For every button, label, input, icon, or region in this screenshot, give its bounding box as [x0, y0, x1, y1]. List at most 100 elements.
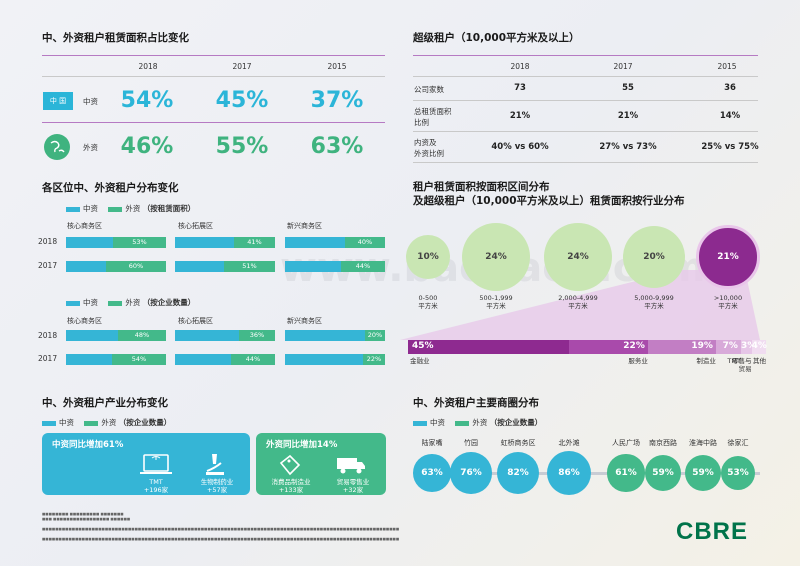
laptop-icon [138, 453, 174, 481]
share-title: 中、外资租户租赁面积占比变化 [42, 32, 189, 44]
row-label-cn: 中资 [83, 97, 98, 106]
super-cell: 40% vs 60% [491, 142, 549, 152]
area-range-label: 500-1,999 平方米 [479, 294, 513, 310]
zone-title: 各区位中、外资租户分布变化 [42, 182, 179, 194]
zone-bar-label: 54% [112, 354, 166, 365]
year-2015: 2015 [327, 62, 347, 71]
district-bubble: 61% [607, 454, 645, 492]
industry-pct: 19% [691, 341, 713, 351]
zone-bar-label: 40% [345, 237, 385, 248]
industry-pct: 3% [740, 341, 757, 351]
zone-bar-label: 53% [113, 237, 166, 248]
super-year-2015: 2015 [717, 62, 737, 71]
district-bubble: 53% [720, 455, 756, 491]
divider [42, 122, 385, 123]
area-bubble: 24% [462, 223, 530, 291]
industry-segment [569, 340, 648, 354]
industry-title: 中、外资租户产业分布变化 [42, 397, 168, 409]
share-fx-2015: 63% [310, 134, 364, 159]
industry-name: 零售与 贸易 [732, 357, 752, 373]
area-bubble: 21% [696, 225, 760, 289]
share-fx-2017: 55% [215, 134, 269, 159]
china-flag-icon: 中 国 [43, 92, 73, 110]
district-title: 中、外资租户主要商圈分布 [413, 397, 539, 409]
super-year-2018: 2018 [510, 62, 530, 71]
district-label: 人民广场 [612, 439, 640, 447]
district-bubble: 86% [547, 451, 591, 495]
fx-growth-title: 外资同比增加14% [266, 440, 338, 450]
zone-bar: 40% [285, 237, 385, 248]
cbre-logo: CBRE [676, 518, 749, 545]
zone-bar-label: 51% [224, 261, 275, 272]
footnote: ■■■■■■■■ ■■■■■■■■■ ■■■■■■■ ■■■ ■■■■■■■■■■… [42, 512, 131, 521]
footnote: ■■■■■■■■■■■■■■■■■■■■■■■■■■■■■■■■■■■■■■■■… [42, 537, 400, 541]
industry-segment [715, 340, 741, 354]
industry-segment [647, 340, 716, 354]
fx-growth-box: 外资同比增加14% 消费品制造业 +133家 贸易零售业 +32家 [256, 433, 386, 495]
divider [413, 55, 758, 56]
divider [413, 162, 758, 163]
share-cn-2017: 45% [215, 88, 269, 113]
divider [42, 55, 385, 56]
zone-bar: 51% [175, 261, 275, 272]
industry-legend: 中资 外资 （按企业数量） [42, 417, 171, 428]
zone-bar: 22% [285, 354, 385, 365]
super-row-label: 公司家数 [414, 85, 444, 94]
industry-name: 金融业 [410, 357, 430, 365]
super-cell: 36 [724, 83, 736, 93]
super-cell: 14% [719, 111, 741, 121]
industry-name: TMT [727, 357, 741, 365]
district-label: 北外滩 [558, 439, 580, 447]
area-bubble: 20% [622, 225, 686, 289]
area-dist-title: 租户租赁面积按面积区间分布 及超级租户（10,000平方米及以上）租赁面积按行业分… [413, 181, 685, 207]
area-range-label: 0-500 平方米 [418, 294, 438, 310]
cn-item: 生物制药业 +57家 [200, 478, 234, 494]
zone-label: 核心商务区 [67, 222, 102, 230]
zone-label: 新兴商务区 [287, 222, 322, 230]
district-bubble: 76% [450, 452, 492, 494]
industry-segment [751, 340, 766, 354]
cn-growth-title: 中资同比增加61% [52, 440, 124, 450]
district-label: 虹桥商务区 [500, 439, 536, 447]
area-bubble: 10% [406, 235, 450, 279]
share-cn-2018: 54% [120, 88, 174, 113]
district-bubble: 59% [684, 454, 722, 492]
industry-pct: 22% [623, 341, 645, 351]
fx-item: 贸易零售业 +32家 [336, 478, 370, 494]
district-label: 竹园 [464, 439, 478, 447]
zone-bar-label: 41% [234, 237, 275, 248]
super-row-label: 内资及 外资比例 [414, 138, 444, 158]
industry-pct: 4% [751, 341, 767, 351]
year-label: 2018 [38, 237, 58, 246]
microscope-icon [202, 451, 228, 481]
super-year-2017: 2017 [613, 62, 633, 71]
zone-bar: 54% [66, 354, 166, 365]
divider [413, 131, 758, 132]
area-range-label: 5,000-9,999 平方米 [634, 294, 674, 310]
district-legend: 中资 外资 （按企业数量） [413, 417, 542, 428]
zone-bar: 48% [66, 330, 166, 341]
zone-bar-label: 44% [231, 354, 275, 365]
super-cell: 73 [514, 83, 526, 93]
divider [42, 76, 385, 77]
super-cell: 21% [617, 111, 639, 121]
year-label: 2018 [38, 331, 58, 340]
zone-bar: 53% [66, 237, 166, 248]
super-title: 超级租户（10,000平方米及以上） [413, 32, 580, 44]
zone-bar: 44% [285, 261, 385, 272]
industry-name: 服务业 [628, 357, 648, 365]
year-2017: 2017 [232, 62, 252, 71]
area-range-label: >10,000 平方米 [713, 294, 743, 310]
share-fx-2018: 46% [120, 134, 174, 159]
fx-item: 消费品制造业 +133家 [271, 478, 311, 494]
super-cell: 25% vs 75% [701, 142, 759, 152]
zone-legend-count: 中资 外资 （按企业数量） [66, 297, 195, 308]
tag-icon [278, 453, 302, 481]
year-2018: 2018 [138, 62, 158, 71]
area-range-label: 2,000-4,999 平方米 [558, 294, 598, 310]
divider [413, 76, 758, 77]
zone-bar: 36% [175, 330, 275, 341]
district-bubble: 59% [644, 454, 682, 492]
globe-icon [44, 134, 70, 160]
footnote: ■■■■■■■■■■■■■■■■■■■■■■■■■■■■■■■■■■■■■■■■… [42, 527, 400, 531]
